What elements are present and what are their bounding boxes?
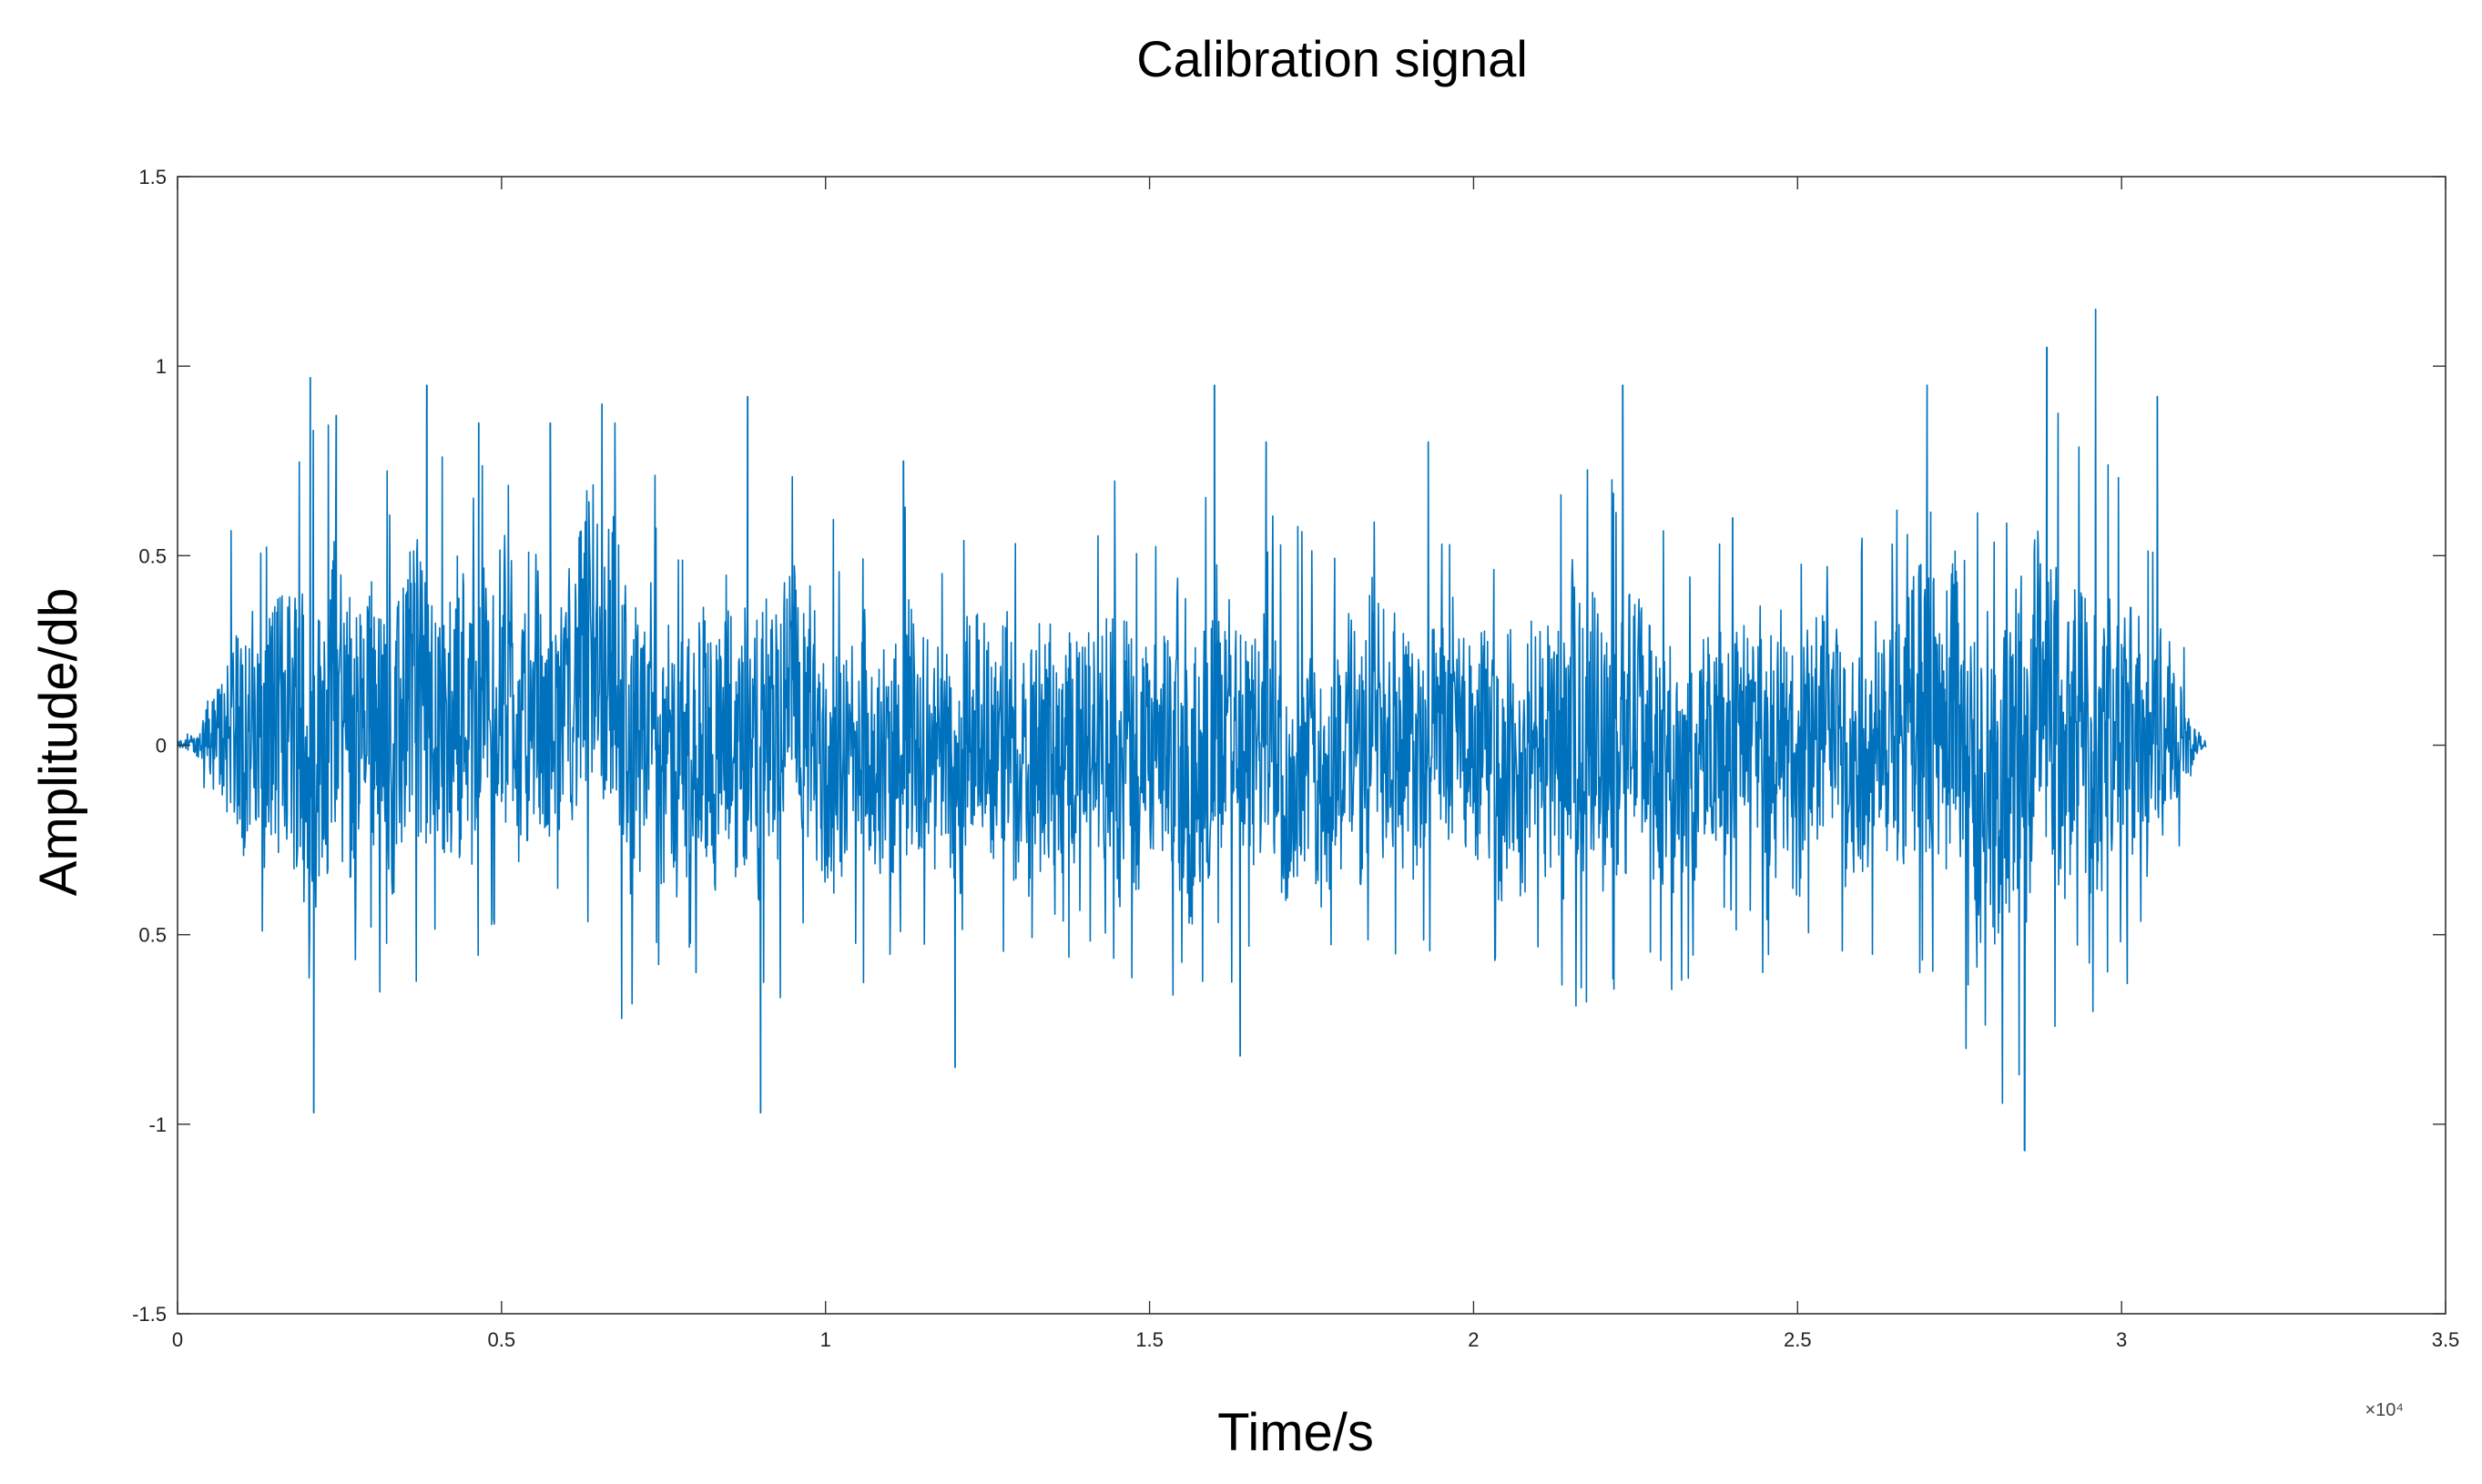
signal-line [177,308,2207,1152]
x-tick-label: 1.5 [1135,1328,1164,1351]
y-tick-label: 0 [156,735,167,757]
y-tick-label: -1.5 [132,1303,167,1326]
y-axis-label: Amplitude/db [29,588,88,897]
x-tick-label: 0.5 [488,1328,516,1351]
y-tick-label: 0.5 [138,544,167,567]
x-tick-label: 3 [2116,1328,2127,1351]
x-tick-label: 0 [172,1328,183,1351]
y-tick-label: 1.5 [138,166,167,188]
x-tick-label: 1 [820,1328,831,1351]
chart-title: Calibration signal [1136,30,1528,87]
x-axis-label: Time/s [1217,1403,1374,1462]
y-tick-label: -1 [148,1113,167,1136]
x-axis-exponent-label: ×10⁴ [2365,1400,2404,1420]
x-tick-label: 2.5 [1784,1328,1812,1351]
y-tick-label: 1 [156,355,167,378]
x-tick-label: 3.5 [2432,1328,2460,1351]
y-tick-label: 0.5 [138,924,167,947]
x-tick-label: 2 [1468,1328,1479,1351]
tick-marks: 0 0.5 1 1.5 2 2.5 3 3.5 -1.5 -1 0.5 0 0.5 1 1.5 [132,166,2459,1351]
signal-line-group [177,308,2207,1152]
